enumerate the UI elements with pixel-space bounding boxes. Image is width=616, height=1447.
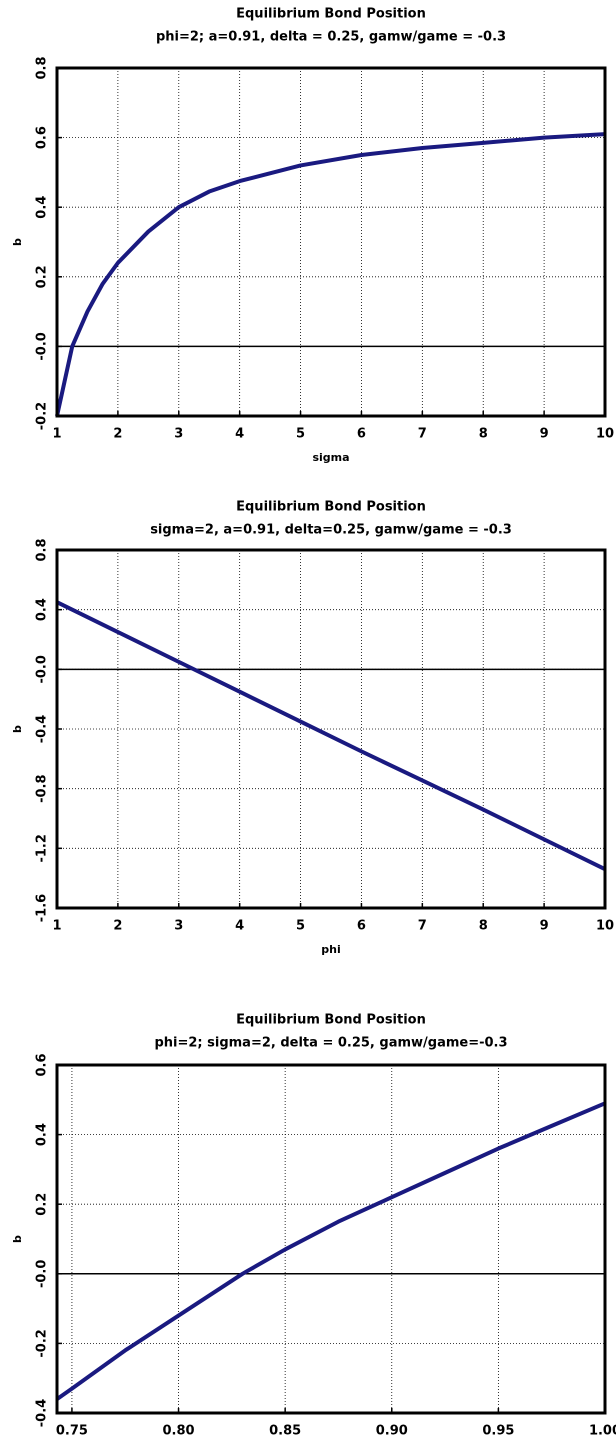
y-axis-label: b <box>11 1235 24 1243</box>
x-tick-label: 3 <box>174 919 183 934</box>
x-tick-label: 2 <box>113 427 122 442</box>
x-tick-label: 4 <box>235 427 244 442</box>
x-tick-label: 8 <box>479 919 488 934</box>
plot-frame <box>55 548 607 910</box>
y-tick-label: -1.2 <box>35 834 50 862</box>
x-tick-label: 7 <box>418 919 427 934</box>
x-tick-label: 1 <box>52 427 61 442</box>
y-tick-label: 0.6 <box>35 126 50 149</box>
x-tick-label: 1 <box>52 919 61 934</box>
x-tick-label: 4 <box>235 919 244 934</box>
x-tick-label: 0.75 <box>56 1424 88 1439</box>
y-tick-label: 0.4 <box>35 598 50 621</box>
x-tick-label: 3 <box>174 427 183 442</box>
chart-title: Equilibrium Bond Position <box>236 1013 426 1028</box>
y-tick-label: -0.4 <box>35 715 50 743</box>
y-tick-label: -0.0 <box>35 332 50 360</box>
x-tick-label: 10 <box>596 427 614 442</box>
x-tick-label: 9 <box>540 919 549 934</box>
x-tick-label: 6 <box>357 427 366 442</box>
y-tick-label: 0.6 <box>35 1053 50 1076</box>
y-tick-label: 0.2 <box>35 265 50 288</box>
y-tick-label: 0.4 <box>35 196 50 219</box>
y-tick-label: -0.2 <box>35 402 50 430</box>
x-tick-label: 8 <box>479 427 488 442</box>
y-axis-label: b <box>11 725 24 733</box>
x-tick-label: 0.80 <box>163 1424 195 1439</box>
x-tick-label: 2 <box>113 919 122 934</box>
chart-title: Equilibrium Bond Position <box>236 7 426 22</box>
data-line <box>56 600 606 872</box>
x-tick-label: 9 <box>540 427 549 442</box>
y-tick-label: -0.2 <box>35 1329 50 1357</box>
y-tick-label: 0.8 <box>35 538 50 561</box>
y-tick-label: 0.8 <box>35 56 50 79</box>
x-tick-label: 0.95 <box>482 1424 514 1439</box>
x-axis-label: phi <box>321 943 340 956</box>
plot-frame <box>55 1063 607 1415</box>
y-tick-label: -0.4 <box>35 1399 50 1427</box>
chart-subtitle: phi=2; sigma=2, delta = 0.25, gamw/game=… <box>154 1036 507 1051</box>
data-line <box>55 1101 606 1401</box>
x-axis-label: sigma <box>312 451 349 464</box>
x-tick-label: 5 <box>296 919 305 934</box>
data-line <box>55 132 606 417</box>
x-tick-label: 1.00 <box>589 1424 616 1439</box>
chart-title: Equilibrium Bond Position <box>236 500 426 515</box>
y-tick-label: -0.0 <box>35 1260 50 1288</box>
plot-frame <box>55 66 607 418</box>
y-tick-label: -0.0 <box>35 655 50 683</box>
x-tick-label: 6 <box>357 919 366 934</box>
x-tick-label: 7 <box>418 427 427 442</box>
x-tick-label: 0.90 <box>376 1424 408 1439</box>
x-tick-label: 0.85 <box>269 1424 301 1439</box>
y-tick-label: -0.8 <box>35 774 50 802</box>
chart-subtitle: sigma=2, a=0.91, delta=0.25, gamw/game =… <box>150 523 512 538</box>
y-tick-label: 0.2 <box>35 1193 50 1216</box>
x-tick-label: 10 <box>596 919 614 934</box>
y-tick-label: 0.4 <box>35 1123 50 1146</box>
y-tick-label: -1.6 <box>35 894 50 922</box>
y-axis-label: b <box>11 238 24 246</box>
chart-subtitle: phi=2; a=0.91, delta = 0.25, gamw/game =… <box>156 30 506 45</box>
x-tick-label: 5 <box>296 427 305 442</box>
